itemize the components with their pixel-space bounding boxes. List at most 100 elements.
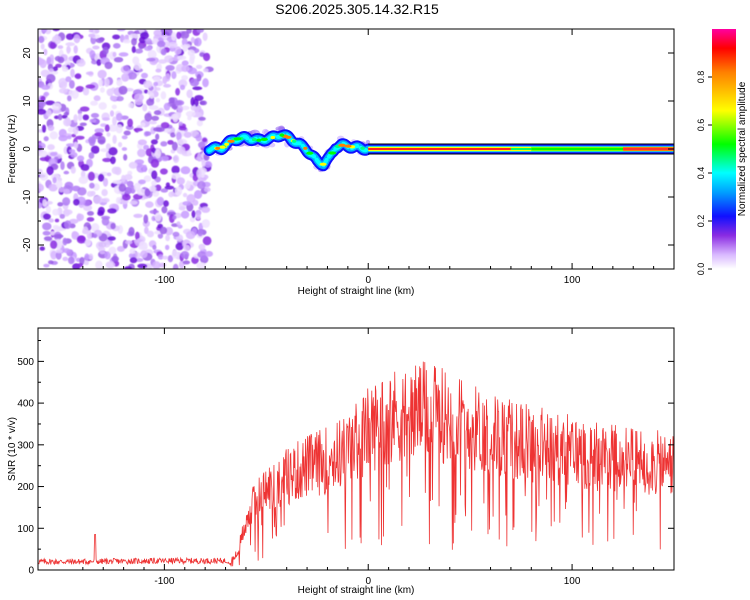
speckle-blob [48, 68, 54, 73]
speckle-blob [137, 263, 148, 269]
speckle-blob [143, 80, 153, 89]
speckle-blob [131, 37, 137, 46]
speckle-blob [129, 257, 138, 264]
speckle-blob [104, 251, 111, 260]
speckle-blob [102, 240, 111, 248]
snr-y-axis-label: SNR (10 * v/v) [7, 417, 18, 481]
colorbar-tick-label: 0.8 [696, 71, 706, 84]
speckle-blob [143, 144, 150, 151]
speckle-blob [83, 260, 89, 266]
speckle-blob [42, 213, 51, 220]
speckle-blob [182, 260, 191, 265]
speckle-blob [111, 104, 117, 110]
ridge-spot [279, 133, 285, 137]
speckle-blob [127, 118, 133, 128]
speckle-blob [38, 150, 48, 158]
speckle-blob [65, 117, 71, 126]
speckle-blob [203, 52, 211, 62]
speckle-blob [88, 253, 94, 260]
speckle-blob [106, 132, 111, 137]
speckle-blob [120, 115, 129, 120]
speckle-blob [173, 154, 180, 164]
speckle-blob [58, 187, 65, 193]
ridge-spot [233, 137, 242, 141]
speckle-blob [64, 220, 72, 230]
speckle-blob [190, 104, 197, 111]
speckle-blob [85, 71, 94, 76]
ridge-trace [203, 125, 374, 173]
speckle-blob [95, 241, 105, 250]
speckle-blob [181, 65, 190, 72]
speckle-blob [148, 105, 159, 110]
speckle-blob [112, 51, 117, 58]
speckle-blob [176, 221, 181, 226]
speckle-blob [47, 144, 55, 151]
speckle-blob [51, 102, 62, 111]
speckle-blob [90, 100, 98, 106]
speckle-blob [95, 260, 103, 269]
zero-frequency-line [368, 143, 674, 155]
speckle-blob [90, 113, 100, 118]
speckle-blob [181, 75, 189, 81]
speckle-blob [165, 182, 170, 187]
speckle-blob [195, 212, 201, 220]
speckle-blob [39, 59, 47, 69]
speckle-blob [187, 116, 192, 121]
speckle-blob [46, 56, 51, 65]
speckle-blob [137, 148, 146, 158]
speckle-blob [94, 128, 105, 134]
speckle-blob [140, 31, 149, 40]
speckle-blob [178, 206, 186, 211]
speckle-blob [162, 255, 169, 260]
speckle-blob [177, 138, 188, 146]
speckle-blob [38, 183, 44, 192]
speckle-blob [177, 55, 187, 61]
speckle-blob [205, 250, 214, 257]
speckle-blob [49, 152, 58, 157]
x-tick-label: 100 [564, 576, 581, 587]
speckle-blob [201, 219, 210, 228]
speckle-blob [185, 110, 196, 118]
speckle-blob [202, 236, 212, 246]
speckle-blob [79, 106, 90, 112]
speckle-blob [77, 235, 86, 242]
speckle-blob [124, 266, 133, 269]
speckle-blob [71, 231, 78, 239]
speckle-blob [40, 43, 45, 50]
speckle-blob [126, 180, 134, 188]
speckle-blob [93, 95, 101, 102]
speckle-blob [80, 164, 90, 171]
speckle-blob [54, 218, 60, 223]
speckle-blob [79, 257, 85, 265]
speckle-blob [66, 45, 71, 54]
speckle-blob [134, 48, 143, 54]
speckle-blob [78, 176, 89, 185]
speckle-blob [45, 201, 53, 205]
speckle-blob [133, 62, 142, 71]
speckle-blob [172, 231, 180, 237]
speckle-blob [155, 98, 161, 103]
speckle-blob [203, 68, 209, 73]
x-tick-label: 0 [365, 275, 371, 286]
speckle-blob [41, 84, 51, 90]
speckle-blob [137, 139, 147, 146]
speckle-blob [77, 113, 83, 121]
speckle-blob [189, 78, 200, 87]
speckle-blob [165, 244, 170, 251]
speckle-blob [61, 66, 69, 72]
speckle-blob [196, 119, 203, 127]
speckle-blob [131, 45, 136, 54]
speckle-blob [88, 33, 96, 38]
speckle-blob [84, 253, 90, 260]
speckle-blob [152, 261, 161, 269]
speckle-blob [134, 93, 144, 102]
speckle-blob [153, 127, 163, 132]
speckle-blob [196, 262, 206, 269]
ridge-spot [360, 146, 365, 150]
speckle-blob [156, 196, 165, 206]
speckle-blob [174, 46, 182, 55]
speckle-blob [43, 263, 50, 268]
speckle-blob [46, 73, 56, 83]
speckle-blob [166, 29, 173, 36]
